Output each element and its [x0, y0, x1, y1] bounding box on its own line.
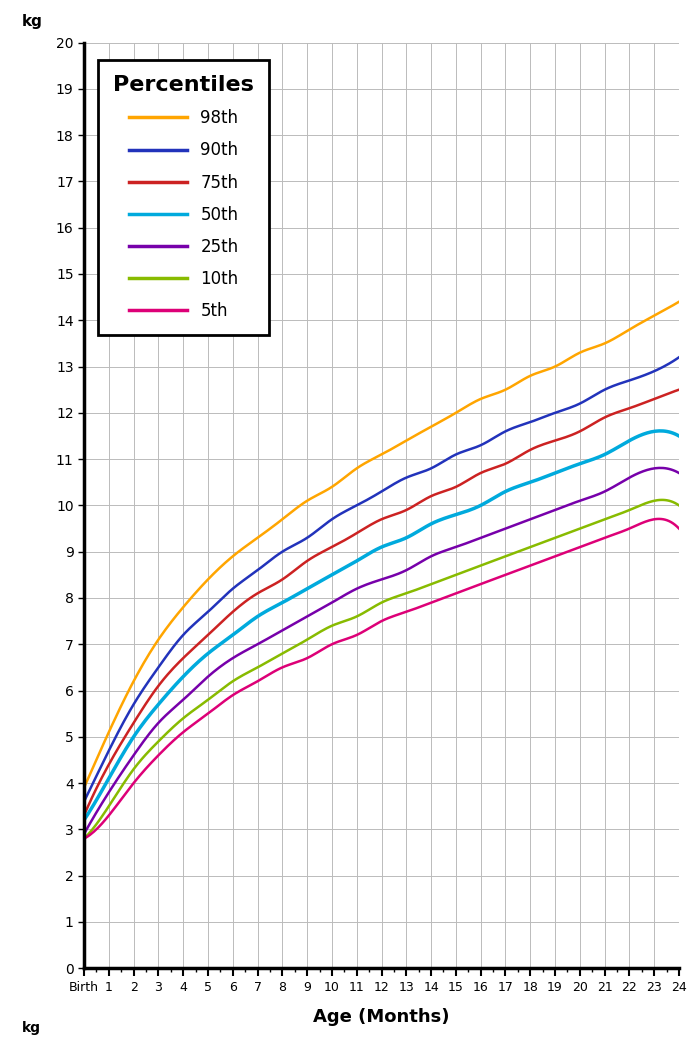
Legend: 98th, 90th, 75th, 50th, 25th, 10th, 5th: 98th, 90th, 75th, 50th, 25th, 10th, 5th [98, 61, 270, 335]
50th [675, 430, 683, 443]
10th [434, 575, 442, 587]
90th [581, 395, 589, 408]
50th [444, 511, 452, 523]
Line: 90th: 90th [84, 358, 679, 801]
5th [675, 522, 683, 535]
75th [432, 487, 440, 500]
Line: 98th: 98th [84, 302, 679, 787]
75th [444, 483, 452, 496]
98th [444, 411, 452, 423]
5th [80, 832, 88, 845]
Line: 5th: 5th [84, 519, 679, 838]
10th [82, 830, 90, 843]
Line: 10th: 10th [84, 500, 679, 838]
Text: kg: kg [22, 14, 43, 29]
90th [675, 351, 683, 364]
98th [80, 781, 88, 794]
25th [432, 548, 440, 561]
25th [657, 462, 665, 475]
75th [80, 809, 88, 821]
50th [434, 514, 442, 527]
25th [80, 828, 88, 841]
5th [432, 595, 440, 608]
5th [619, 525, 627, 537]
75th [675, 383, 683, 396]
50th [80, 814, 88, 827]
5th [655, 513, 664, 526]
5th [434, 594, 442, 606]
10th [80, 832, 88, 845]
98th [619, 327, 627, 339]
10th [444, 571, 452, 584]
75th [82, 804, 90, 817]
25th [444, 544, 452, 556]
90th [82, 792, 90, 804]
98th [675, 296, 683, 309]
50th [432, 515, 440, 528]
10th [657, 494, 665, 506]
Text: kg: kg [22, 1021, 41, 1035]
75th [619, 404, 627, 417]
75th [434, 487, 442, 500]
Line: 50th: 50th [84, 431, 679, 820]
5th [82, 831, 90, 844]
90th [434, 459, 442, 471]
10th [581, 520, 589, 533]
50th [82, 811, 90, 824]
98th [434, 416, 442, 429]
10th [619, 506, 627, 519]
25th [619, 475, 627, 487]
50th [657, 425, 665, 437]
25th [581, 493, 589, 505]
25th [82, 824, 90, 836]
Line: 25th: 25th [84, 468, 679, 834]
98th [581, 344, 589, 356]
50th [619, 437, 627, 450]
90th [432, 460, 440, 472]
Line: 75th: 75th [84, 389, 679, 815]
X-axis label: Age (Months): Age (Months) [314, 1009, 449, 1027]
5th [581, 538, 589, 551]
90th [444, 452, 452, 465]
98th [432, 417, 440, 430]
25th [675, 467, 683, 480]
10th [675, 499, 683, 512]
75th [581, 422, 589, 435]
90th [80, 795, 88, 808]
90th [619, 376, 627, 388]
50th [581, 455, 589, 468]
98th [82, 777, 90, 789]
10th [432, 576, 440, 588]
25th [434, 547, 442, 560]
5th [444, 589, 452, 602]
